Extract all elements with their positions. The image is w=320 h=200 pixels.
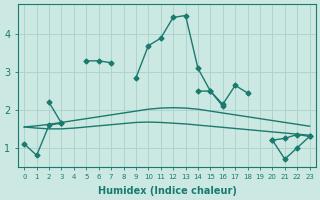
X-axis label: Humidex (Indice chaleur): Humidex (Indice chaleur) [98, 186, 236, 196]
